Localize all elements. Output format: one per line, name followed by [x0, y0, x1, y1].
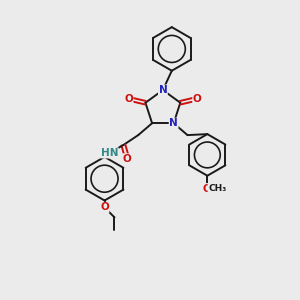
Text: O: O: [203, 184, 212, 194]
Text: O: O: [193, 94, 202, 104]
Text: CH₃: CH₃: [208, 184, 226, 193]
Text: HN: HN: [101, 148, 118, 158]
Text: O: O: [123, 154, 132, 164]
Text: O: O: [124, 94, 133, 104]
Text: N: N: [169, 118, 178, 128]
Text: O: O: [100, 202, 109, 212]
Text: N: N: [158, 85, 167, 95]
